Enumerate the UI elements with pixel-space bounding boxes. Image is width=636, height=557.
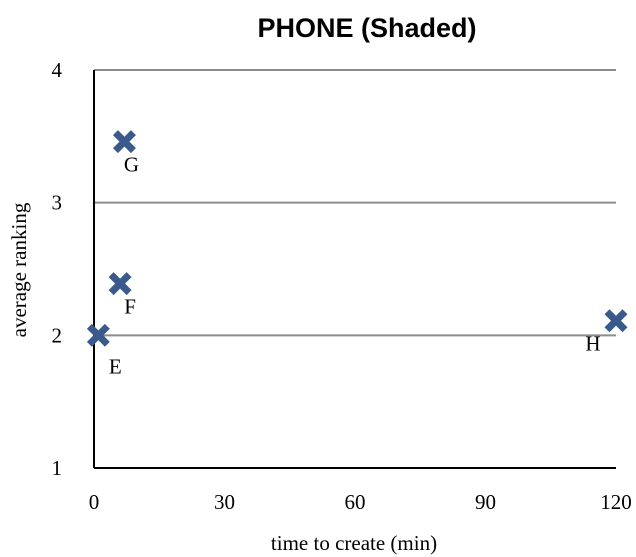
x-axis-label: time to create (min) — [271, 531, 437, 555]
point-marker-stroke — [112, 130, 136, 154]
axes — [93, 70, 616, 469]
point-label: G — [124, 153, 139, 177]
y-tick-label: 3 — [52, 191, 63, 215]
point-marker-stroke — [86, 323, 110, 347]
y-axis-label: average ranking — [7, 202, 31, 337]
x-tick-label: 120 — [600, 490, 632, 514]
point-marker-stroke — [604, 309, 628, 333]
x-tick-label: 0 — [89, 490, 100, 514]
x-tick-labels: 0 30 60 90 120 — [89, 490, 632, 514]
x-tick-label: 30 — [214, 490, 235, 514]
point-marker-stroke — [108, 272, 132, 296]
point-label: F — [124, 295, 136, 319]
point-H — [604, 309, 628, 333]
y-tick-labels: 1 2 3 4 — [52, 58, 63, 480]
point-E — [86, 323, 110, 347]
point-F — [108, 272, 132, 296]
x-tick-label: 90 — [475, 490, 496, 514]
grid-lines — [94, 69, 616, 337]
point-label: H — [585, 332, 600, 356]
x-tick-label: 60 — [345, 490, 366, 514]
y-tick-label: 2 — [52, 323, 63, 347]
data-points: E F G H — [86, 130, 628, 378]
chart-title: PHONE (Shaded) — [257, 13, 476, 43]
point-label: E — [109, 354, 122, 378]
y-tick-label: 4 — [52, 58, 63, 82]
y-tick-label: 1 — [52, 456, 63, 480]
point-G — [112, 130, 136, 154]
